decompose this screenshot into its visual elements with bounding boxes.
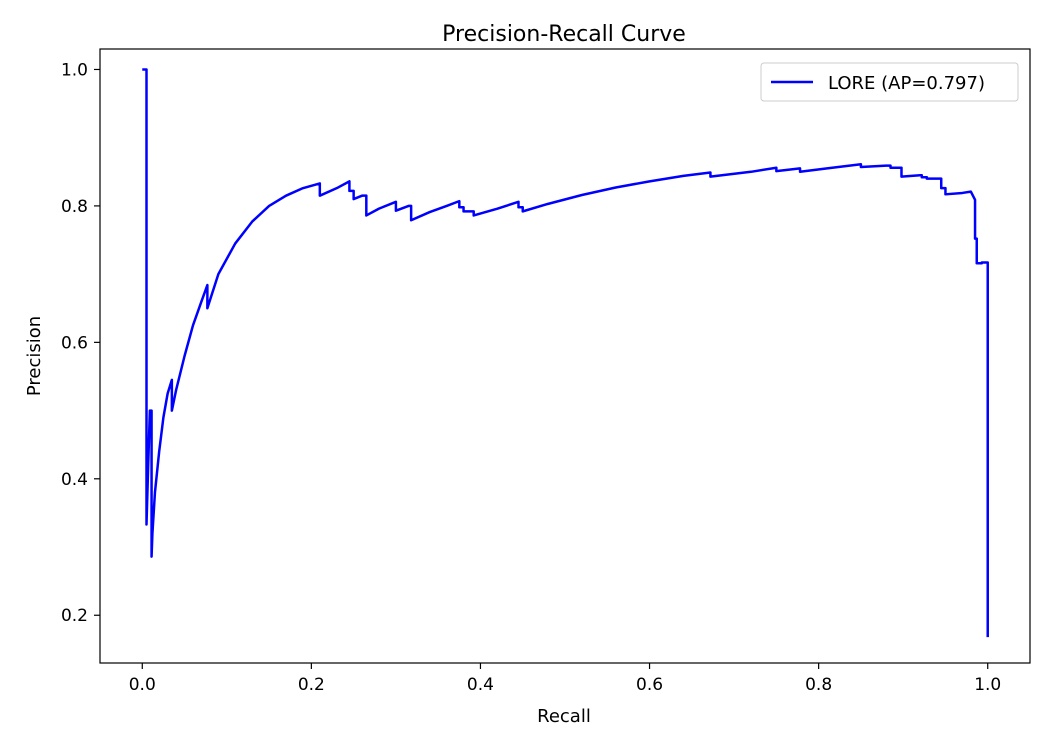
y-tick-label: 0.6 <box>61 333 88 353</box>
x-tick-label: 0.2 <box>298 675 325 695</box>
y-tick-label: 0.8 <box>61 197 88 217</box>
legend: LORE (AP=0.797) <box>760 62 1019 102</box>
plot-layer <box>142 68 989 638</box>
y-axis-ticks: 0.2 0.4 0.6 0.8 1.0 <box>61 60 100 626</box>
y-tick-label: 1.0 <box>61 60 88 80</box>
series-line-0 <box>142 68 989 638</box>
x-tick-label: 1.0 <box>974 675 1001 695</box>
chart-title: Precision-Recall Curve <box>442 22 686 47</box>
x-tick-label: 0.6 <box>636 675 663 695</box>
legend-label: LORE (AP=0.797) <box>828 73 985 94</box>
plot-frame <box>99 48 1031 664</box>
y-tick-label: 0.4 <box>61 470 88 490</box>
x-tick-label: 0.0 <box>129 675 156 695</box>
x-axis-label: Recall <box>537 706 591 727</box>
y-axis-label: Precision <box>24 316 45 396</box>
x-tick-label: 0.8 <box>805 675 832 695</box>
legend-box <box>760 62 1019 102</box>
x-tick-label: 0.4 <box>467 675 494 695</box>
y-tick-label: 0.2 <box>61 606 88 626</box>
x-axis-ticks: 0.0 0.2 0.4 0.6 0.8 1.0 <box>129 663 1001 695</box>
